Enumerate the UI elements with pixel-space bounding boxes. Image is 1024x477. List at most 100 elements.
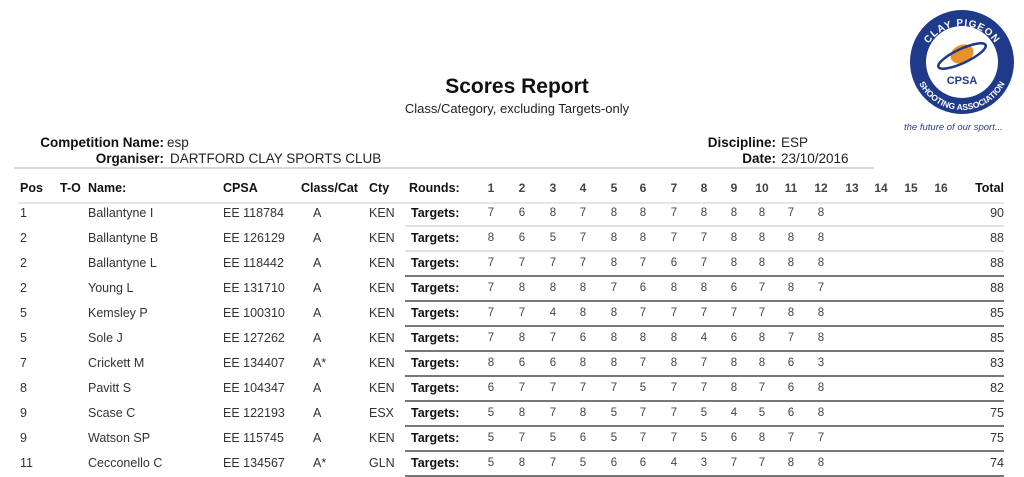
row-cpsa: EE 118442 [223, 256, 284, 270]
row-score-round-8: 8 [700, 282, 708, 294]
row-score-round-10: 8 [758, 257, 766, 269]
row-score-round-10: 8 [758, 357, 766, 369]
row-score-round-5: 8 [610, 332, 618, 344]
organiser-value: DARTFORD CLAY SPORTS CLUB [170, 151, 382, 166]
row-score-round-4: 6 [579, 332, 587, 344]
row-score-round-2: 7 [518, 382, 526, 394]
header-round-11: 11 [784, 181, 798, 195]
row-score-round-5: 8 [610, 357, 618, 369]
row-score-round-4: 6 [579, 432, 587, 444]
row-score-round-4: 7 [579, 382, 587, 394]
row-score-round-5: 8 [610, 207, 618, 219]
row-score-round-2: 6 [518, 357, 526, 369]
row-total: 85 [990, 306, 1004, 320]
row-name: Young L [88, 281, 134, 295]
row-name: Ballantyne L [88, 256, 157, 270]
row-cpsa: EE 100310 [223, 306, 285, 320]
row-cpsa: EE 131710 [223, 281, 285, 295]
row-rule [405, 275, 1004, 277]
row-pos: 2 [20, 231, 27, 245]
row-pos: 8 [20, 381, 27, 395]
row-total: 88 [990, 281, 1004, 295]
row-score-round-9: 4 [730, 407, 738, 419]
row-score-round-7: 7 [670, 232, 678, 244]
header-round-4: 4 [579, 181, 587, 195]
header-round-12: 12 [814, 181, 828, 195]
row-score-round-1: 5 [487, 407, 495, 419]
row-score-round-7: 8 [670, 357, 678, 369]
row-score-round-12: 8 [817, 232, 825, 244]
row-score-round-8: 5 [700, 407, 708, 419]
row-pos: 5 [20, 306, 27, 320]
row-score-round-5: 5 [610, 432, 618, 444]
row-score-round-3: 7 [549, 257, 557, 269]
row-score-round-11: 7 [787, 432, 795, 444]
row-total: 88 [990, 256, 1004, 270]
row-class: A [313, 381, 322, 395]
row-rule [405, 400, 1004, 402]
row-class: A [313, 256, 322, 270]
row-targets-label: Targets: [411, 406, 460, 420]
row-score-round-6: 8 [639, 332, 647, 344]
row-rule [405, 350, 1004, 352]
row-total: 74 [990, 456, 1004, 470]
row-targets-label: Targets: [411, 206, 460, 220]
row-score-round-2: 8 [518, 457, 526, 469]
row-score-round-11: 8 [787, 282, 795, 294]
row-score-round-3: 7 [549, 382, 557, 394]
row-score-round-3: 8 [549, 207, 557, 219]
row-score-round-12: 8 [817, 307, 825, 319]
row-score-round-9: 6 [730, 432, 738, 444]
row-score-round-12: 7 [817, 432, 825, 444]
header-cty: Cty [369, 181, 390, 195]
row-total: 85 [990, 331, 1004, 345]
organiser-label: Organiser: [95, 151, 164, 166]
row-targets-label: Targets: [411, 231, 460, 245]
row-score-round-9: 7 [730, 457, 738, 469]
row-class: A [313, 406, 322, 420]
report-title: Scores Report [445, 75, 589, 98]
row-pos: 11 [20, 456, 33, 470]
row-score-round-2: 7 [518, 257, 526, 269]
header-to: T-O [60, 181, 81, 195]
row-score-round-2: 8 [518, 332, 526, 344]
row-cty: KEN [369, 381, 395, 395]
row-pos: 2 [20, 281, 27, 295]
row-score-round-4: 8 [579, 407, 587, 419]
row-score-round-1: 8 [487, 232, 495, 244]
row-score-round-7: 6 [670, 257, 678, 269]
row-score-round-10: 7 [758, 307, 766, 319]
row-score-round-10: 7 [758, 457, 766, 469]
row-class: A [313, 206, 322, 220]
row-score-round-8: 5 [700, 432, 708, 444]
row-score-round-6: 8 [639, 207, 647, 219]
row-score-round-12: 8 [817, 207, 825, 219]
row-score-round-1: 7 [487, 282, 495, 294]
row-cty: KEN [369, 256, 395, 270]
row-score-round-4: 7 [579, 257, 587, 269]
row-score-round-4: 8 [579, 307, 587, 319]
row-cty: KEN [369, 431, 395, 445]
row-score-round-1: 7 [487, 332, 495, 344]
row-score-round-8: 7 [700, 307, 708, 319]
row-score-round-9: 8 [730, 357, 738, 369]
row-score-round-8: 7 [700, 357, 708, 369]
discipline-value: ESP [781, 135, 809, 150]
row-targets-label: Targets: [411, 381, 460, 395]
header-round-6: 6 [639, 181, 647, 195]
row-score-round-8: 7 [700, 232, 708, 244]
row-rule [405, 225, 1004, 227]
row-score-round-2: 7 [518, 307, 526, 319]
row-class: A* [313, 456, 327, 470]
row-score-round-8: 7 [700, 257, 708, 269]
row-score-round-4: 7 [579, 232, 587, 244]
row-class: A [313, 306, 322, 320]
svg-text:CPSA: CPSA [947, 75, 978, 87]
row-score-round-7: 7 [670, 432, 678, 444]
report-subtitle: Class/Category, excluding Targets-only [404, 101, 630, 116]
row-score-round-1: 7 [487, 207, 495, 219]
row-score-round-8: 4 [700, 332, 708, 344]
date-label: Date: [742, 151, 776, 166]
row-score-round-11: 8 [787, 307, 795, 319]
row-score-round-1: 6 [487, 382, 495, 394]
